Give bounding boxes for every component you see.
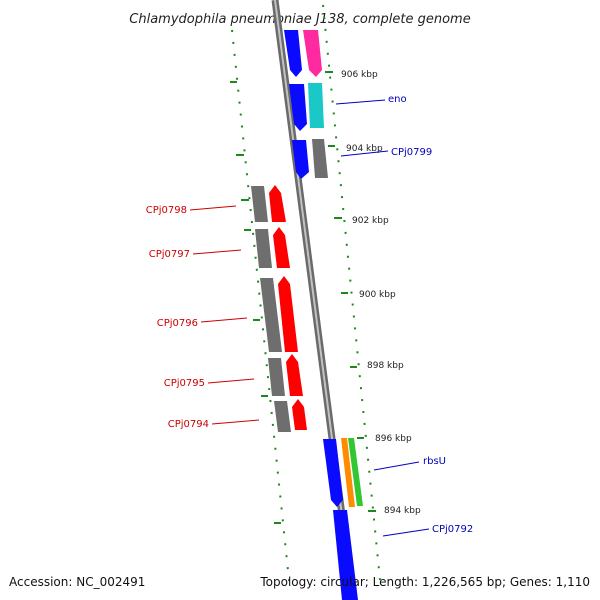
gene-arrow [255, 229, 272, 268]
gene-arrow [348, 438, 363, 506]
accession-text: Accession: NC_002491 [9, 575, 145, 589]
gene-label-eno: eno [388, 94, 407, 105]
kbp-scale: 906 kbp 904 kbp 902 kbp 900 kbp 898 kbp … [341, 70, 421, 516]
gene-arrow [269, 185, 286, 222]
gene-label-cpj0798: CPj0798 [146, 205, 187, 216]
kbp-label: 900 kbp [359, 290, 396, 300]
gene-arrow [292, 140, 309, 179]
gene-arrow [323, 439, 343, 507]
kbp-label: 898 kbp [367, 361, 404, 371]
gene-arrow [274, 401, 291, 432]
genome-title: Chlamydophila pneumoniae J138, complete … [129, 12, 470, 27]
kbp-label: 906 kbp [341, 70, 378, 80]
reverse-strand-genes [251, 185, 307, 432]
gene-label-cpj0796: CPj0796 [157, 318, 198, 329]
gene-label-cpj0797: CPj0797 [149, 249, 190, 260]
gene-arrow [260, 278, 282, 352]
gene-arrow [308, 83, 324, 128]
gene-label-cpj0792: CPj0792 [432, 524, 473, 535]
forward-strand-top [284, 30, 328, 179]
gene-arrow [278, 276, 298, 352]
reverse-gene-labels: CPj0798 CPj0797 CPj0796 CPj0795 CPj0794 [146, 205, 260, 430]
forward-strand-bottom [323, 438, 363, 600]
gene-arrow [312, 139, 328, 178]
gene-label-cpj0794: CPj0794 [168, 419, 209, 430]
genome-summary-text: Topology: circular; Length: 1,226,565 bp… [259, 575, 590, 589]
gc-content-track-right [322, 4, 381, 581]
gc-content-track-left [230, 29, 291, 591]
gene-arrow [268, 358, 285, 396]
kbp-label: 896 kbp [375, 434, 412, 444]
gene-arrow [251, 186, 268, 222]
gene-arrow [292, 399, 307, 430]
kbp-label: 904 kbp [346, 144, 383, 154]
gene-arrow [341, 438, 355, 507]
gene-arrow [284, 30, 302, 77]
kbp-label: 894 kbp [384, 506, 421, 516]
gene-label-cpj0799: CPj0799 [391, 147, 432, 158]
kbp-label: 902 kbp [352, 216, 389, 226]
gene-arrow [286, 354, 303, 396]
gene-arrow [273, 227, 290, 268]
gene-arrow [333, 510, 358, 600]
forward-gene-labels: eno CPj0799 rbsU CPj0792 [335, 94, 473, 537]
gene-label-cpj0795: CPj0795 [164, 378, 205, 389]
gene-label-rbsu: rbsU [423, 456, 446, 467]
gene-arrow [289, 84, 307, 131]
gene-arrow [303, 30, 322, 77]
